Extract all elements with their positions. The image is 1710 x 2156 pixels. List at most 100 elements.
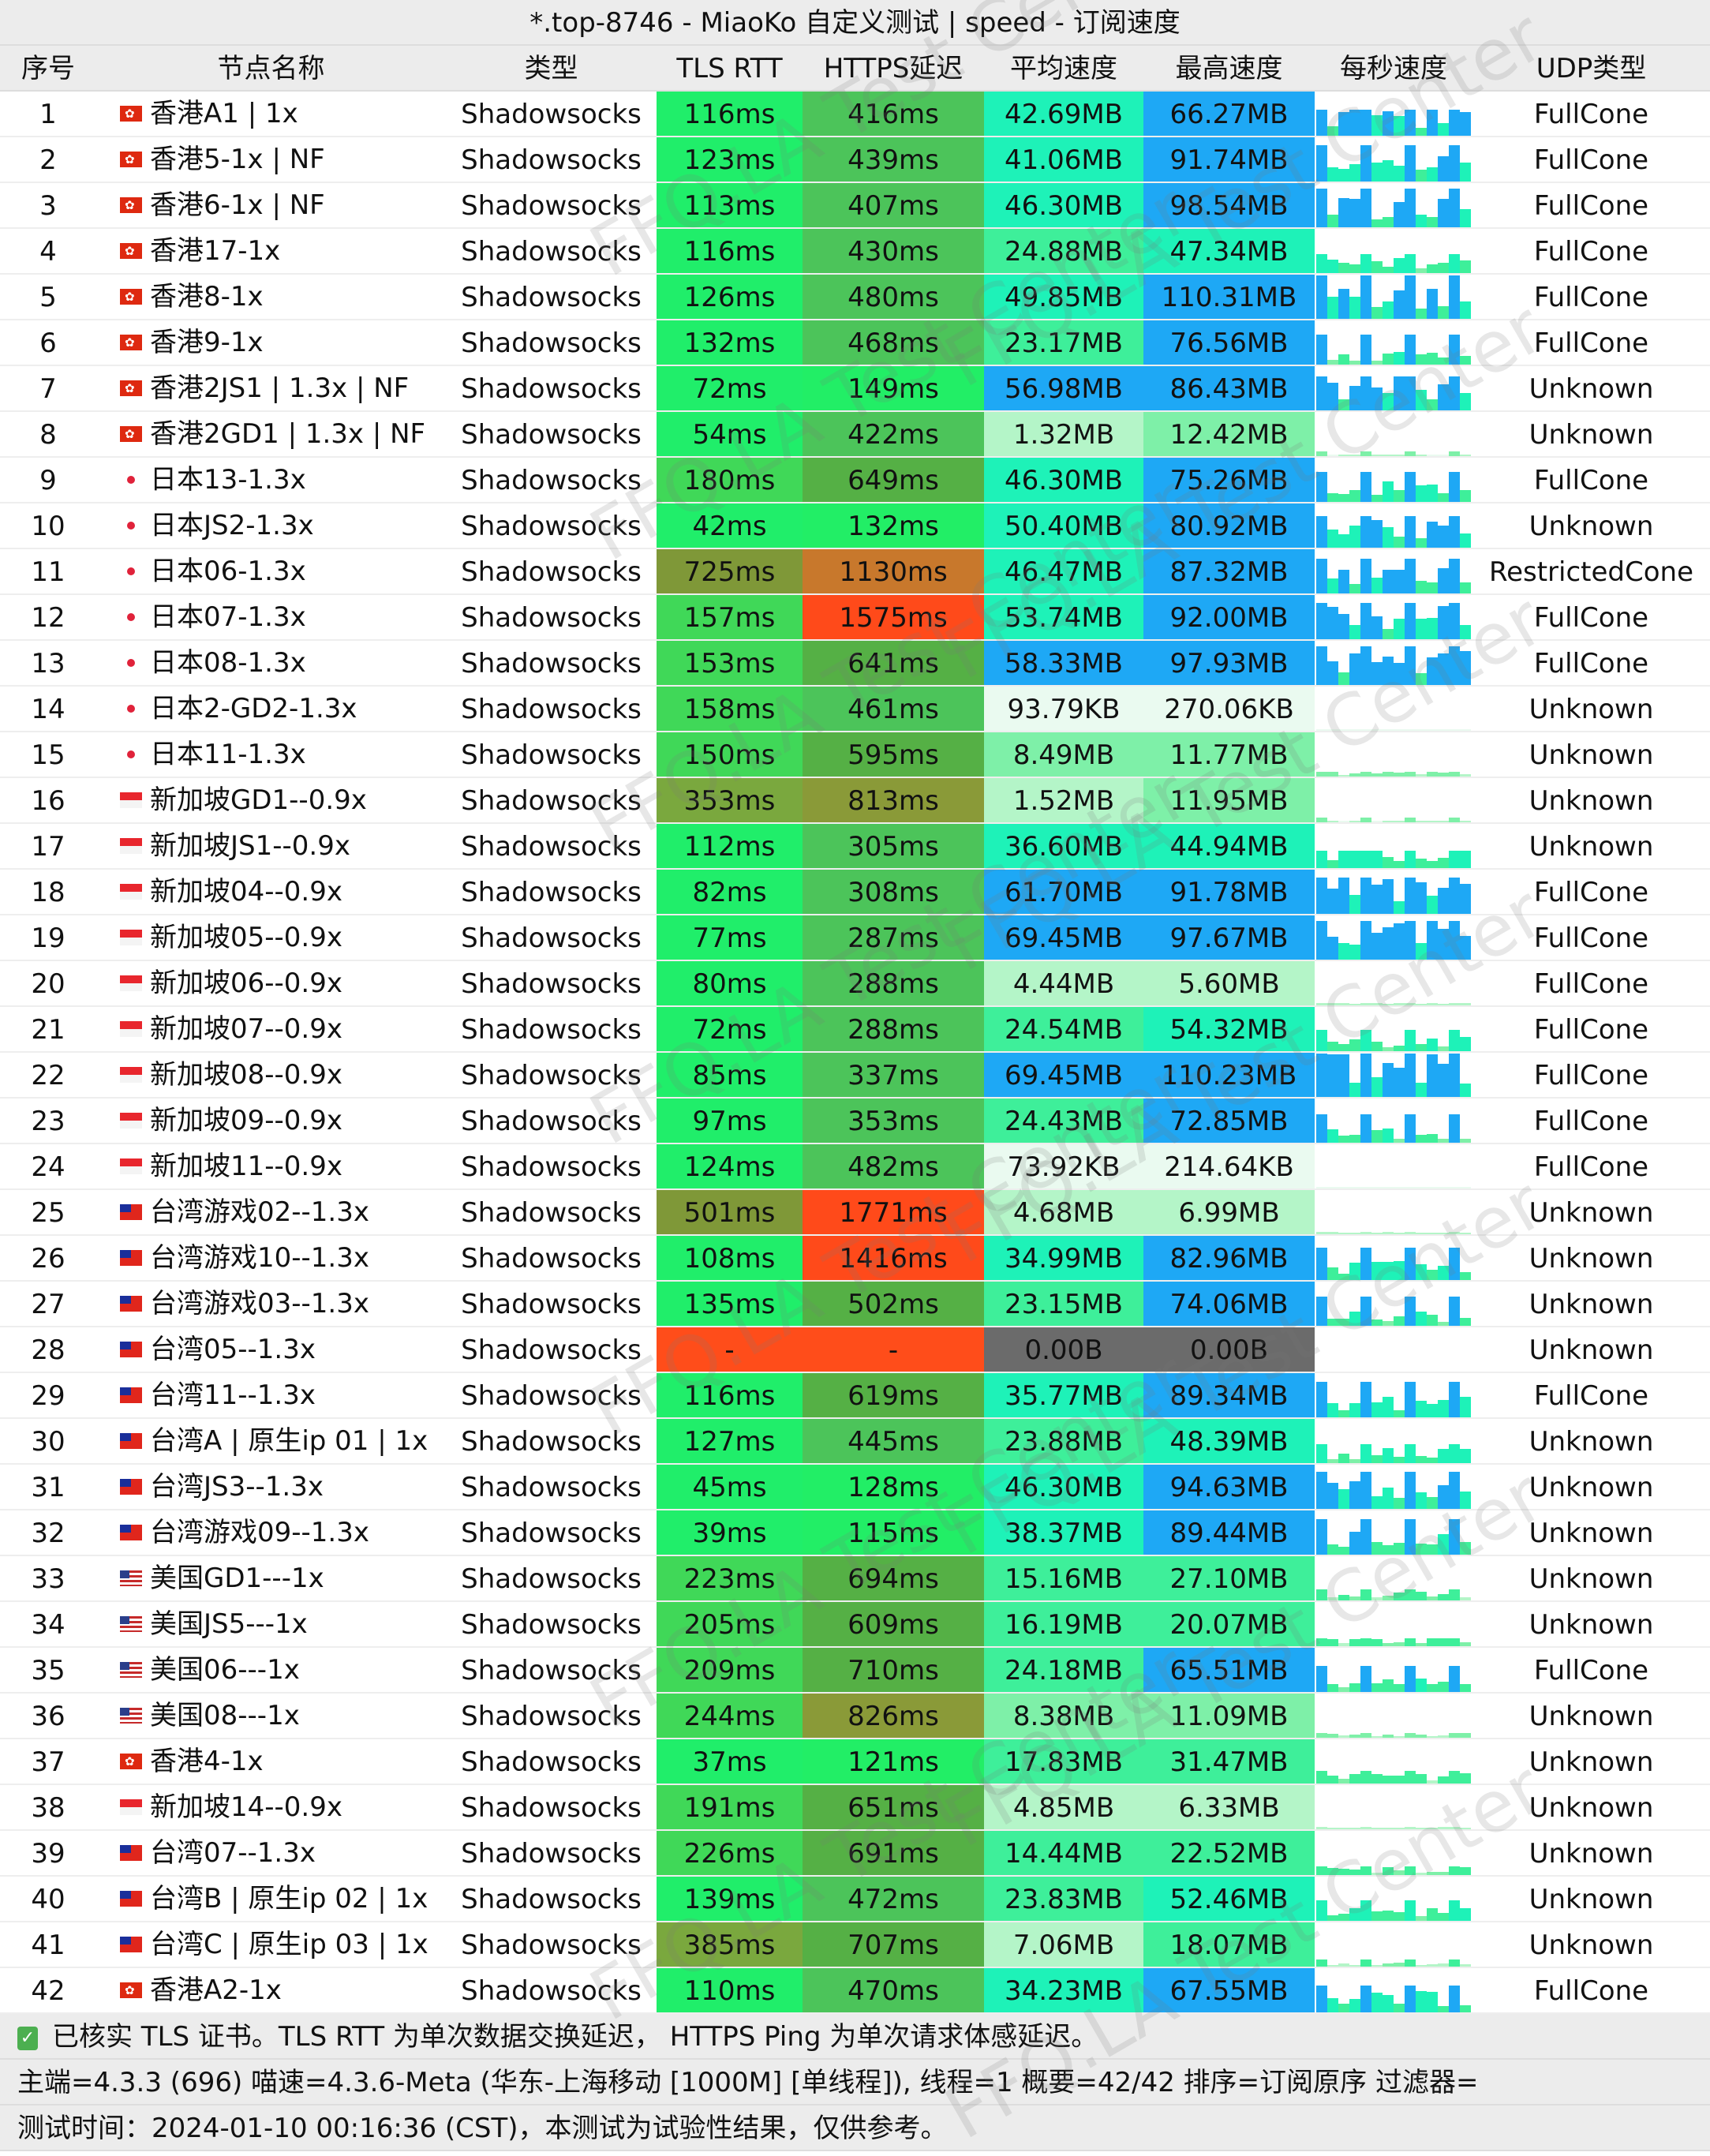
table-row[interactable]: 34 美国JS5---1x Shadowsocks 205ms 609ms 16.19MB…	[0, 1602, 1710, 1648]
table-row[interactable]: 11 日本06-1.3x Shadowsocks 725ms 1130ms 46.47MB…	[0, 549, 1710, 595]
sparkline-bar	[1416, 1492, 1427, 1509]
table-row[interactable]: 20 新加坡06--0.9x Shadowsocks 80ms 288ms 4.44MB 5…	[0, 961, 1710, 1007]
max-speed: 75.26MB	[1143, 458, 1315, 502]
table-row[interactable]: 42 香港A2-1x Shadowsocks 110ms470ms34.23MB67.…	[0, 1968, 1710, 2014]
udp-type: Unknown	[1529, 1563, 1654, 1595]
table-row[interactable]: 15 日本11-1.3x Shadowsocks 150ms 595ms 8.49MB 11…	[0, 732, 1710, 778]
table-row[interactable]: 14 日本2-GD2-1.3x Shadowsocks 158ms 461ms 93.79…	[0, 687, 1710, 732]
table-row[interactable]: 22 新加坡08--0.9x Shadowsocks 85ms 337ms 69.45MB…	[0, 1053, 1710, 1099]
table-row[interactable]: 39 台湾07--1.3x Shadowsocks 226ms 691ms 14.44MB…	[0, 1831, 1710, 1877]
table-row[interactable]: 33 美国GD1---1x Shadowsocks 223ms 694ms 15.16MB…	[0, 1556, 1710, 1602]
sparkline-bar	[1338, 534, 1349, 548]
sparkline-bar	[1394, 1542, 1405, 1555]
table-row[interactable]: 8香港2GD1 | 1.3x | NFShadowsocks54ms422ms1…	[0, 412, 1710, 458]
table-row[interactable]: 19 新加坡05--0.9x Shadowsocks 77ms 287ms 69.45MB…	[0, 915, 1710, 961]
column-header[interactable]: 序号	[21, 53, 75, 84]
table-row[interactable]: 2 香港5-1x | NF Shadowsocks 123ms439ms41.06MB…	[0, 137, 1710, 183]
table-row[interactable]: 38 新加坡14--0.9x Shadowsocks 191ms 651ms 4.85MB…	[0, 1785, 1710, 1831]
node-name: 新加坡14--0.9x	[150, 1791, 342, 1823]
sparkline-bar	[1449, 109, 1460, 136]
https-latency: 468ms	[803, 320, 984, 365]
table-row[interactable]: 1 香港A1 | 1x Shadowsocks 116ms416ms42.69MB66…	[0, 92, 1710, 137]
table-row[interactable]: 23 新加坡09--0.9x Shadowsocks 97ms 353ms 24.43MB…	[0, 1099, 1710, 1144]
https-latency: 609ms	[803, 1602, 984, 1646]
table-row[interactable]: 28 台湾05--1.3x Shadowsocks - -0.00B 0.00B Unkno…	[0, 1327, 1710, 1373]
node-name: 日本2-GD2-1.3x	[150, 693, 357, 724]
table-row[interactable]: 12 日本07-1.3x Shadowsocks 157ms 1575ms 53.74MB…	[0, 595, 1710, 641]
table-row[interactable]: 6 香港9-1x Shadowsocks 132ms468ms23.17MB76.56…	[0, 320, 1710, 366]
table-row[interactable]: 26 台湾游戏10--1.3x Shadowsocks 108ms 1416ms 34.9…	[0, 1236, 1710, 1282]
sparkline-bar	[1338, 2003, 1349, 2012]
node-name-cell: 香港2GD1 | 1.3x | NF	[96, 412, 446, 456]
table-row[interactable]: 36 美国08---1x Shadowsocks 244ms 826ms 8.38MB 11…	[0, 1694, 1710, 1739]
flag-jp-icon	[120, 747, 142, 762]
sparkline-bar	[1338, 1454, 1349, 1463]
table-row[interactable]: 10 日本JS2-1.3x Shadowsocks 42ms 132ms 50.40MB 8…	[0, 503, 1710, 549]
table-row[interactable]: 4 香港17-1x Shadowsocks 116ms430ms24.88MB47.3…	[0, 229, 1710, 275]
table-row[interactable]: 16 新加坡GD1--0.9x Shadowsocks 353ms 813ms 1.52M…	[0, 778, 1710, 824]
table-row[interactable]: 13 日本08-1.3x Shadowsocks 153ms 641ms 58.33MB 9…	[0, 641, 1710, 687]
table-row[interactable]: 32 台湾游戏09--1.3x Shadowsocks 39ms 115ms 38.37M…	[0, 1510, 1710, 1556]
column-header[interactable]: 节点名称	[217, 53, 325, 84]
table-row[interactable]: 35 美国06---1x Shadowsocks 209ms 710ms 24.18MB 6…	[0, 1648, 1710, 1694]
sparkline-bar	[1449, 850, 1460, 868]
table-row[interactable]: 24 新加坡11--0.9x Shadowsocks 124ms 482ms 73.92K…	[0, 1144, 1710, 1190]
column-header[interactable]: 每秒速度	[1340, 53, 1447, 84]
column-header[interactable]: 平均速度	[1010, 53, 1117, 84]
sparkline-bar	[1371, 1003, 1383, 1005]
avg-speed: 34.99MB	[984, 1236, 1143, 1280]
table-row[interactable]: 41 台湾C | 原生ip 03 | 1x Shadowsocks 385ms 707m…	[0, 1922, 1710, 1968]
sparkline-bar	[1460, 1272, 1471, 1280]
column-header[interactable]: 类型	[524, 53, 578, 84]
sparkline-bar	[1460, 1448, 1471, 1463]
sparkline-bar	[1371, 1993, 1383, 2012]
table-row[interactable]: 5 香港8-1x Shadowsocks 126ms480ms49.85MB110.3…	[0, 275, 1710, 320]
node-type: Shadowsocks	[461, 236, 642, 268]
column-header[interactable]: HTTPS延迟	[823, 53, 964, 84]
node-name-cell: 台湾11--1.3x	[96, 1373, 446, 1417]
table-row[interactable]: 21 新加坡07--0.9x Shadowsocks 72ms 288ms 24.54MB…	[0, 1007, 1710, 1053]
sparkline-bar	[1327, 215, 1338, 227]
table-row[interactable]: 25 台湾游戏02--1.3x Shadowsocks 501ms 1771ms 4.68…	[0, 1190, 1710, 1236]
table-row[interactable]: 18 新加坡04--0.9x Shadowsocks 82ms 308ms 61.70MB…	[0, 870, 1710, 915]
sparkline-bar	[1416, 390, 1427, 410]
tls-rtt: 191ms	[657, 1785, 803, 1829]
sparkline-bar	[1349, 1683, 1360, 1692]
flag-hk-icon	[120, 106, 142, 122]
table-row[interactable]: 30 台湾A | 原生ip 01 | 1x Shadowsocks 127ms 445m…	[0, 1419, 1710, 1465]
node-name-cell: 新加坡06--0.9x	[96, 961, 446, 1005]
sparkline-bar	[1449, 1053, 1460, 1097]
sparkline-bar	[1360, 1733, 1371, 1738]
sparkline-bar	[1427, 1908, 1438, 1921]
table-row[interactable]: 17 新加坡JS1--0.9x Shadowsocks 112ms 305ms 36.60…	[0, 824, 1710, 870]
column-header[interactable]: 最高速度	[1175, 53, 1283, 84]
sparkline-bar	[1360, 603, 1371, 639]
node-type: Shadowsocks	[461, 373, 642, 405]
sparkline-bar	[1405, 1114, 1416, 1143]
tls-rtt: 244ms	[657, 1694, 803, 1738]
sparkline-bar	[1383, 527, 1394, 548]
sparkline-bar	[1371, 162, 1383, 182]
sparkline-bar	[1405, 1187, 1416, 1188]
table-row[interactable]: 37 香港4-1x Shadowsocks 37ms121ms17.83MB31.47…	[0, 1739, 1710, 1785]
avg-speed: 69.45MB	[984, 1053, 1143, 1097]
table-row[interactable]: 27 台湾游戏03--1.3x Shadowsocks 135ms 502ms 23.15…	[0, 1282, 1710, 1327]
node-name-cell: 香港5-1x | NF	[96, 137, 446, 182]
table-row[interactable]: 3 香港6-1x | NF Shadowsocks 113ms407ms46.30MB…	[0, 183, 1710, 229]
sparkline-bar	[1316, 334, 1327, 365]
flag-hk-icon	[120, 426, 142, 442]
sparkline-bar	[1360, 1986, 1371, 2012]
table-row[interactable]: 40 台湾B | 原生ip 02 | 1x Shadowsocks 139ms 472m…	[0, 1877, 1710, 1922]
table-row[interactable]: 7 香港2JS1 | 1.3x | NF Shadowsocks 72ms149ms5…	[0, 366, 1710, 412]
column-header[interactable]: TLS RTT	[676, 53, 783, 84]
column-header[interactable]: UDP类型	[1536, 53, 1647, 84]
node-name: 日本06-1.3x	[150, 556, 306, 587]
sparkline-bar	[1427, 921, 1438, 960]
table-row[interactable]: 31 台湾JS3--1.3x Shadowsocks 45ms 128ms 46.30MB…	[0, 1465, 1710, 1510]
table-row[interactable]: 9 日本13-1.3x Shadowsocks 180ms 649ms 46.30MB 75…	[0, 458, 1710, 503]
table-row[interactable]: 29 台湾11--1.3x Shadowsocks 116ms 619ms 35.77MB…	[0, 1373, 1710, 1419]
sparkline-bar	[1438, 772, 1449, 777]
https-latency: 595ms	[803, 732, 984, 777]
node-name-cell: 香港17-1x	[96, 229, 446, 273]
row-index: 16	[31, 785, 65, 817]
